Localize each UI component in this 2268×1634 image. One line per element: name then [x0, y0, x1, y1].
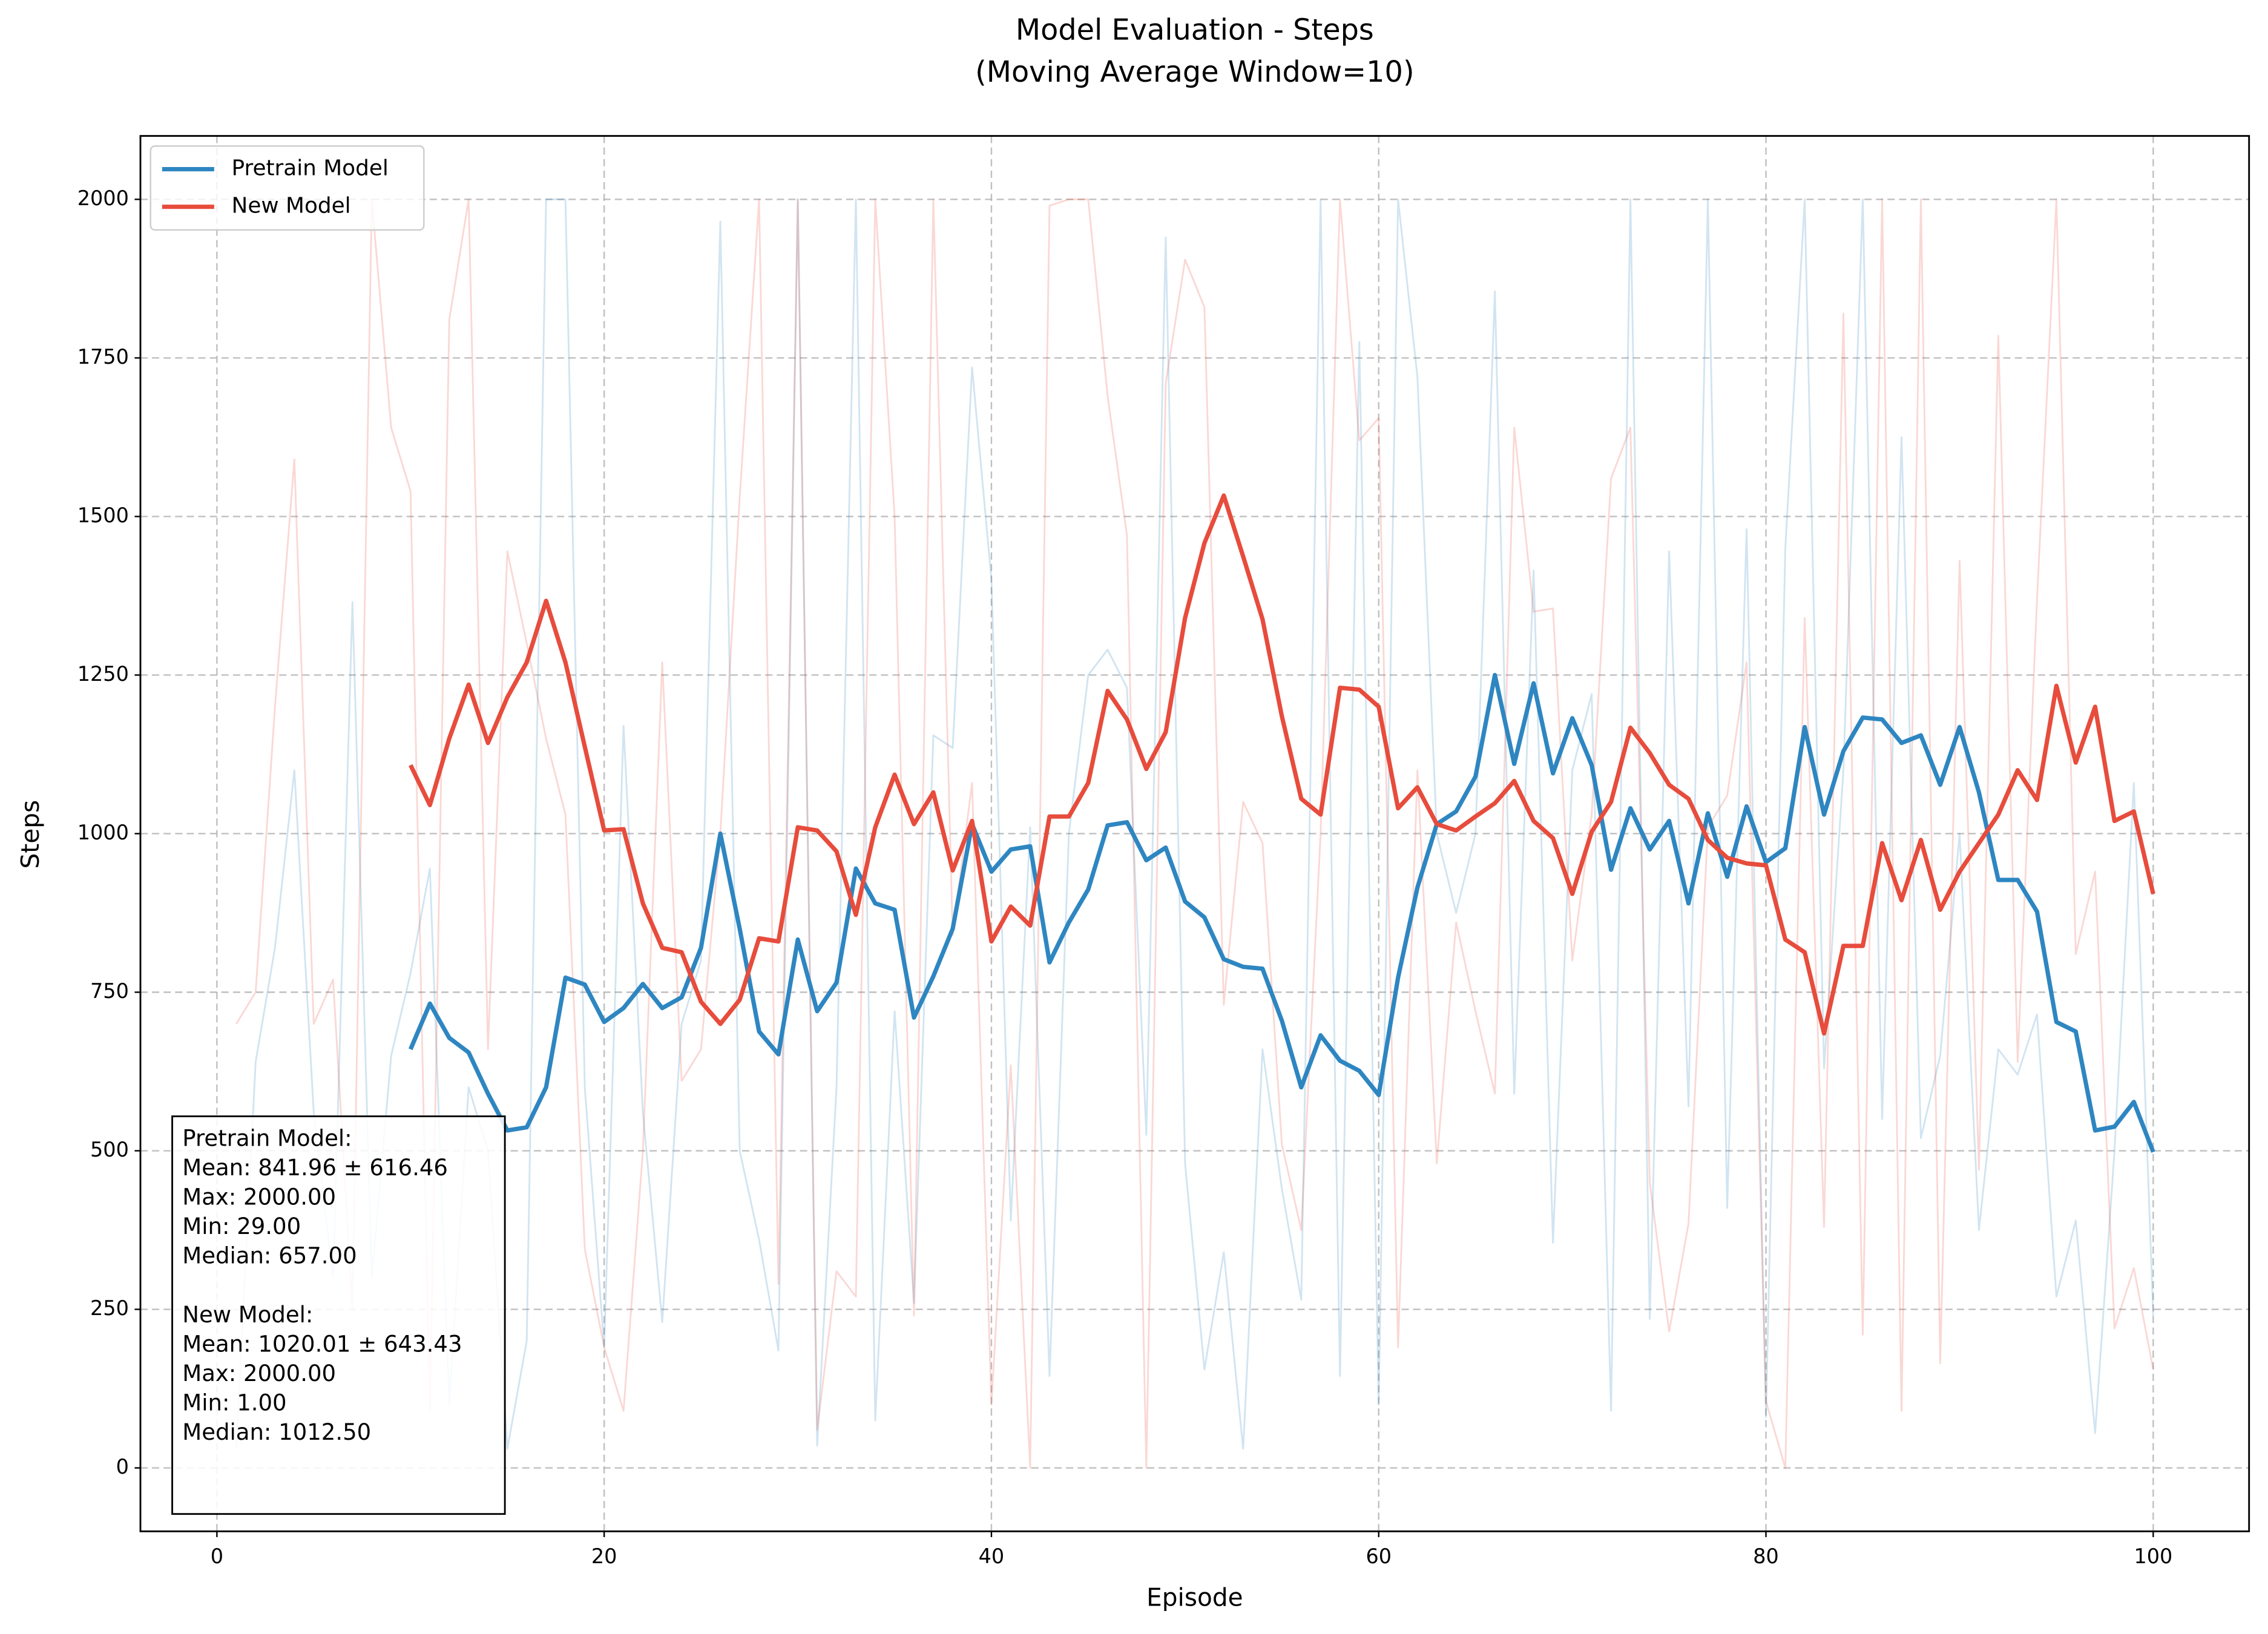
x-axis-label: Episode — [1146, 1583, 1243, 1612]
chart-title: Model Evaluation - Steps — [1016, 14, 1374, 47]
stats-text: Pretrain Model: — [182, 1125, 352, 1151]
moving-average-line — [409, 493, 2155, 1036]
x-tick-label: 60 — [1366, 1544, 1392, 1568]
stats-text: Min: 29.00 — [182, 1213, 301, 1239]
stats-text: New Model: — [182, 1302, 313, 1328]
legend-box — [150, 145, 425, 231]
y-tick-label: 0 — [116, 1455, 129, 1478]
y-tick-label: 1250 — [77, 662, 129, 686]
y-tick-label: 750 — [90, 979, 129, 1003]
chart-subtitle: (Moving Average Window=10) — [975, 56, 1415, 89]
y-tick-label: 500 — [90, 1138, 129, 1161]
x-tick-label: 20 — [591, 1544, 617, 1568]
y-tick-label: 1500 — [77, 504, 129, 527]
x-tick-label: 100 — [2134, 1544, 2172, 1568]
stats-text: Max: 2000.00 — [182, 1360, 336, 1386]
plot-frame — [139, 135, 2250, 1532]
stats-text: Median: 1012.50 — [182, 1419, 371, 1445]
x-tick-label: 0 — [211, 1544, 223, 1568]
raw-line — [235, 198, 2154, 1469]
stats-text: Max: 2000.00 — [182, 1184, 336, 1210]
y-axis-label: Steps — [16, 800, 45, 869]
x-tick-label: 80 — [1753, 1544, 1779, 1568]
stats-box — [171, 1115, 506, 1515]
x-tick-label: 40 — [979, 1544, 1005, 1568]
y-tick-label: 1000 — [77, 821, 129, 844]
legend-label: Pretrain Model — [232, 156, 389, 181]
stats-text: Mean: 841.96 ± 616.46 — [182, 1155, 448, 1181]
raw-line — [235, 198, 2154, 1450]
stats-text: Median: 657.00 — [182, 1242, 357, 1268]
y-tick-label: 250 — [90, 1296, 129, 1320]
y-tick-label: 1750 — [77, 345, 129, 369]
stats-text: Min: 1.00 — [182, 1390, 286, 1416]
stats-text: Mean: 1020.01 ± 643.43 — [182, 1331, 462, 1357]
legend-label: New Model — [232, 194, 351, 218]
y-tick-label: 2000 — [77, 186, 129, 210]
moving-average-line — [408, 672, 2155, 1153]
